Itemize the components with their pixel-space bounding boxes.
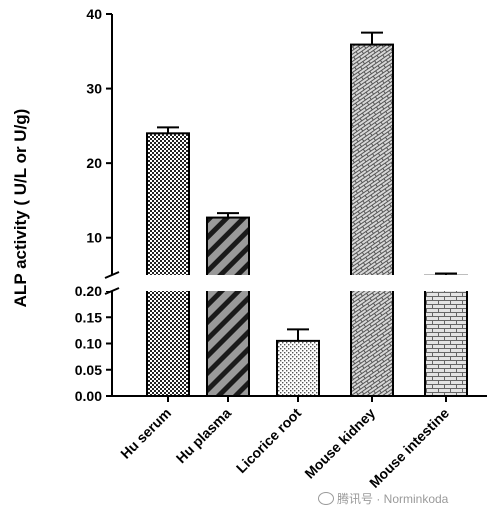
axis-break: [104, 271, 491, 295]
category-label-1: Hu plasma: [173, 405, 235, 467]
upper-y-ticks: 10 20 30 40: [86, 6, 112, 246]
upper-tick-label-0: 10: [86, 230, 102, 246]
bar-3: [350, 43, 394, 398]
wechat-icon: [318, 492, 334, 505]
axis-break-mark-upper: [104, 271, 120, 279]
category-label-0: Hu serum: [117, 405, 174, 462]
upper-tick-label-3: 40: [86, 6, 102, 22]
lower-tick-label-0: 0.00: [75, 388, 102, 404]
bar-0: [146, 132, 190, 397]
axis-break-mark-lower: [104, 287, 120, 295]
lower-tick-label-4: 0.20: [75, 283, 102, 299]
bars: [146, 43, 468, 398]
bar-2: [276, 339, 320, 397]
category-label-3: Mouse kidney: [301, 405, 378, 482]
category-label-4: Mouse intestine: [366, 405, 452, 491]
lower-tick-label-2: 0.10: [75, 336, 102, 352]
watermark-text: 腾讯号 · Norminkoda: [337, 492, 449, 506]
upper-tick-label-2: 30: [86, 81, 102, 97]
upper-tick-label-1: 20: [86, 155, 102, 171]
lower-tick-label-1: 0.05: [75, 362, 102, 378]
axes: [111, 14, 487, 397]
lower-y-ticks: 0.00 0.05 0.10 0.15 0.20: [75, 283, 112, 404]
bar-4: [424, 274, 468, 398]
y-axis-label: ALP activity ( U/L or U/g): [11, 109, 30, 308]
axis-break-gap: [104, 275, 491, 291]
bar-1: [206, 216, 250, 397]
lower-tick-label-3: 0.15: [75, 309, 102, 325]
watermark: 腾讯号 · Norminkoda: [318, 490, 448, 507]
category-label-2: Licorice root: [233, 405, 305, 477]
error-bars: [157, 31, 457, 341]
